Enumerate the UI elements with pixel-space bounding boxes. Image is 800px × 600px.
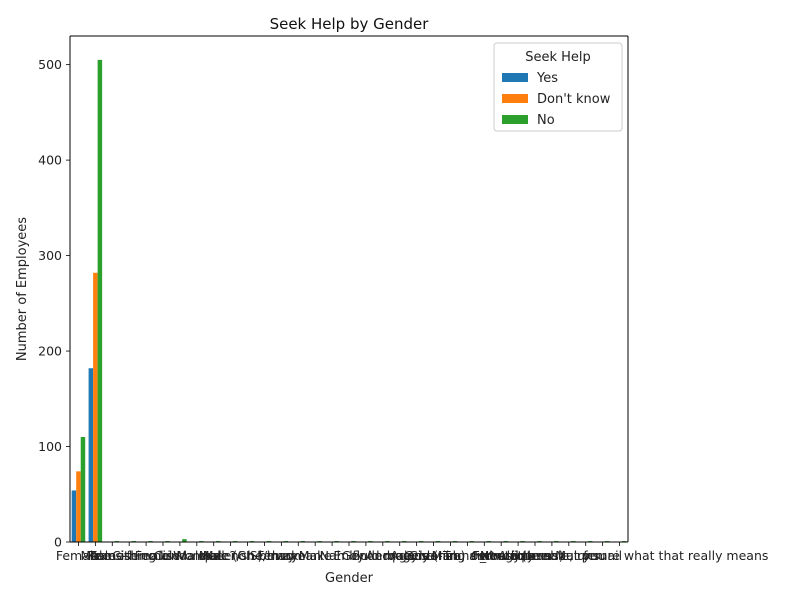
bar — [71, 490, 77, 542]
x-tick-label: Male — [81, 548, 111, 563]
x-tick-label: fluid — [352, 548, 379, 563]
x-tick-label: non-binary — [231, 548, 299, 563]
legend-box — [493, 42, 623, 132]
bar — [76, 471, 81, 542]
y-axis-ticks: 0 100 200 300 400 500 — [38, 57, 70, 550]
bar — [93, 272, 98, 542]
y-tick-label: 300 — [38, 248, 62, 263]
x-tick-label: male leaning androgynous — [384, 548, 550, 563]
legend-swatch — [502, 73, 528, 82]
legend-title: Seek Help — [525, 50, 591, 65]
x-tick-label: Make — [299, 548, 332, 563]
legend-label: No — [537, 113, 555, 128]
y-tick-label: 0 — [54, 535, 62, 550]
y-tick-label: 400 — [38, 153, 62, 168]
x-tick-label: Male (CIS) — [199, 548, 263, 563]
x-tick-label: Nah — [320, 548, 345, 563]
x-tick-label: Cis Man — [409, 548, 458, 563]
bar — [182, 539, 187, 542]
x-tick-label: Enby — [333, 548, 365, 563]
x-tick-label: Genderqueer — [342, 548, 425, 563]
x-tick-label: queer/she/they — [200, 548, 295, 563]
bar — [97, 59, 103, 543]
plot-frame — [69, 35, 629, 543]
chart-title: Seek Help by Gender — [270, 15, 430, 33]
x-tick-label: something kinda male? — [90, 548, 236, 563]
x-tick-label: Trans woman — [442, 548, 526, 563]
x-tick-label: femail — [583, 548, 622, 563]
x-tick-label: p — [582, 548, 590, 563]
x-tick-label: Woman — [173, 548, 220, 563]
x-tick-label: Trans-female — [88, 548, 170, 563]
x-tick-label: Femake — [257, 548, 306, 563]
x-tick-label: Mal — [203, 548, 225, 563]
y-tick-label: 100 — [38, 439, 62, 454]
legend-entries: Yes Don't know No — [502, 71, 611, 128]
x-tick-label: Male-ish — [86, 548, 138, 563]
x-tick-label: Malr — [555, 548, 583, 563]
bar — [88, 368, 94, 542]
bar — [80, 436, 86, 542]
legend: Seek Help Yes Don't know No — [493, 42, 623, 132]
x-tick-label: Female — [56, 548, 102, 563]
legend-swatch — [502, 115, 528, 124]
legend-label: Yes — [536, 71, 558, 86]
legend-swatch — [502, 94, 528, 103]
bars-layer — [71, 59, 627, 543]
x-tick-label: woman — [275, 548, 321, 563]
legend-label: Don't know — [537, 92, 611, 107]
x-axis-title: Gender — [325, 571, 374, 586]
x-tick-label: A little about you — [498, 548, 605, 563]
x-tick-label: Androgyne — [366, 548, 434, 563]
x-tick-label: queer — [517, 548, 554, 563]
x-tick-label: Agender — [390, 548, 444, 563]
y-tick-label: 500 — [38, 57, 62, 72]
x-tick-label: Cis Male — [154, 548, 207, 563]
x-tick-label: ostensibly male, unsure what that really… — [471, 548, 769, 563]
x-tick-label: Guy (-ish) ^_^ — [404, 548, 496, 563]
y-axis-title: Number of Employees — [15, 217, 30, 361]
x-tick-label: Neuter — [480, 548, 524, 563]
x-tick-label: Cis Female — [112, 548, 180, 563]
y-tick-label: 200 — [38, 344, 62, 359]
x-tick-label: Female (trans) — [473, 548, 564, 563]
